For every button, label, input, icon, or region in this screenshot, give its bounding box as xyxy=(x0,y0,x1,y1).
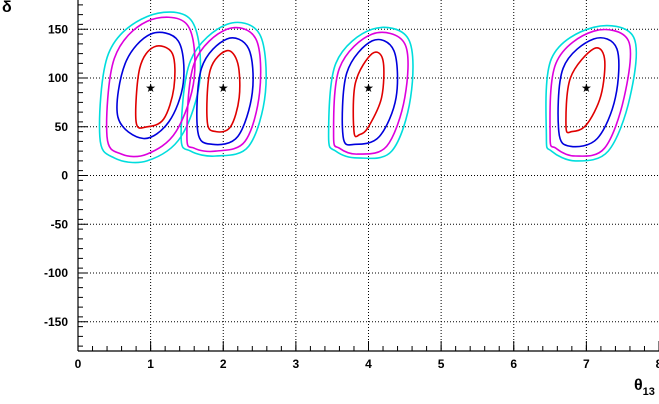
contour-third-1 xyxy=(105,16,196,158)
contour-outer-3 xyxy=(327,26,414,160)
best-fit-star-1: ★ xyxy=(145,81,156,95)
y-tick-label: -50 xyxy=(51,217,69,231)
x-tick-label: 8 xyxy=(656,357,659,371)
axes xyxy=(77,0,659,352)
contour-second-3 xyxy=(341,38,399,146)
x-tick-label: 4 xyxy=(365,357,372,371)
contour-outer-2 xyxy=(180,21,267,157)
x-tick-label: 5 xyxy=(438,357,445,371)
contour-second-1 xyxy=(116,31,185,140)
contour-inner-1 xyxy=(134,45,176,129)
y-tick-label: 100 xyxy=(48,71,68,85)
x-tick-label: 3 xyxy=(293,357,300,371)
best-fit-star-4: ★ xyxy=(581,81,592,95)
x-tick-label: 6 xyxy=(510,357,517,371)
contour-second-2 xyxy=(196,37,254,146)
x-tick-label: 0 xyxy=(75,357,82,371)
x-axis-label: θ13 xyxy=(634,377,655,398)
y-tick-label: 0 xyxy=(61,169,68,183)
y-tick-label: -150 xyxy=(44,315,68,329)
tick-labels: 0 1 2 3 4 5 6 7 8 -150 -100 -50 0 50 100 150 xyxy=(44,22,659,371)
best-fit-star-2: ★ xyxy=(218,81,229,95)
contour-inner-2 xyxy=(206,49,241,133)
contour-second-4 xyxy=(557,37,620,148)
best-fit-star-3: ★ xyxy=(363,81,374,95)
x-tick-label: 2 xyxy=(220,357,227,371)
y-tick-label: 50 xyxy=(55,120,69,134)
y-axis-label: δ xyxy=(2,0,12,16)
contour-third-2 xyxy=(186,26,262,153)
contour-outer-4 xyxy=(545,24,637,162)
contour-series xyxy=(98,11,637,164)
y-tick-label: -100 xyxy=(44,266,68,280)
contour-third-4 xyxy=(549,28,632,157)
grid-lines xyxy=(78,0,659,351)
y-tick-label: 150 xyxy=(48,22,68,36)
contour-third-3 xyxy=(332,31,409,155)
x-axis-label-main: θ xyxy=(634,377,643,394)
x-axis-label-subscript: 13 xyxy=(643,386,655,398)
x-tick-label: 1 xyxy=(147,357,154,371)
x-tick-label: 7 xyxy=(583,357,590,371)
best-fit-markers: ★ ★ ★ ★ xyxy=(145,81,592,95)
contour-inner-4 xyxy=(565,47,606,134)
contour-inner-3 xyxy=(352,51,385,138)
